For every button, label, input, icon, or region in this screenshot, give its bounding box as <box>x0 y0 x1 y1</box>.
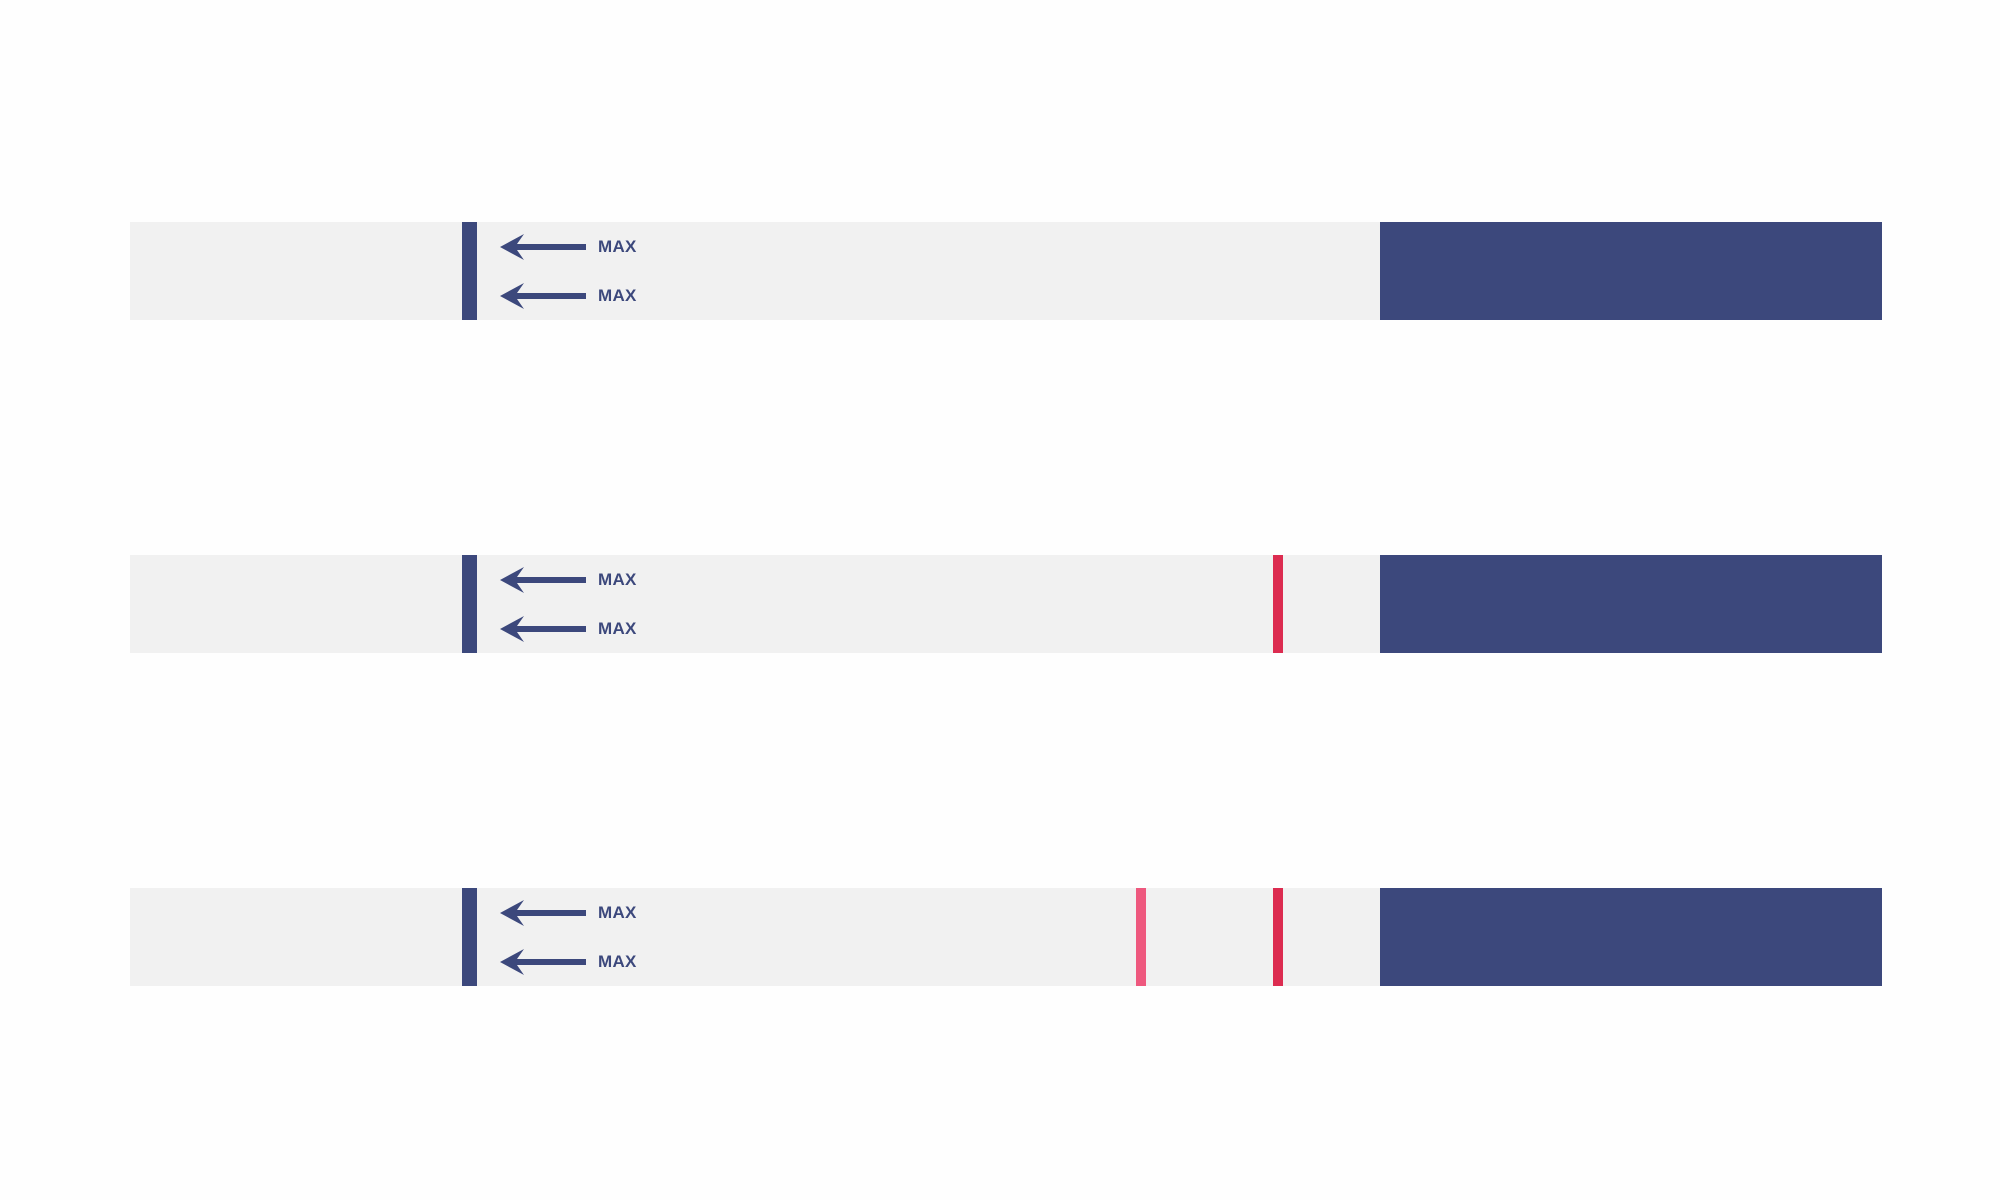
left-arrow-icon <box>500 616 586 642</box>
strip-handle <box>1380 222 1882 320</box>
strip-handle <box>1380 555 1882 653</box>
left-arrow-icon <box>500 900 586 926</box>
max-label: MAX <box>598 570 637 589</box>
max-label: MAX <box>598 952 637 971</box>
max-label: MAX <box>598 286 637 305</box>
max-line <box>462 222 477 320</box>
max-indicator: MAX <box>500 281 637 311</box>
strip-handle <box>1380 888 1882 986</box>
test-strip-1: MAX MAX <box>130 222 1882 320</box>
max-label: MAX <box>598 237 637 256</box>
max-indicator: MAX <box>500 947 637 977</box>
control-line <box>1273 888 1283 986</box>
max-label: MAX <box>598 903 637 922</box>
max-indicator: MAX <box>500 614 637 644</box>
left-arrow-icon <box>500 234 586 260</box>
test-line <box>1136 888 1146 986</box>
max-indicator: MAX <box>500 898 637 928</box>
max-indicator: MAX <box>500 232 637 262</box>
control-line <box>1273 555 1283 653</box>
max-label: MAX <box>598 619 637 638</box>
max-line <box>462 888 477 986</box>
test-strip-3: MAX MAX <box>130 888 1882 986</box>
test-strip-2: MAX MAX <box>130 555 1882 653</box>
left-arrow-icon <box>500 949 586 975</box>
left-arrow-icon <box>500 567 586 593</box>
max-indicator: MAX <box>500 565 637 595</box>
left-arrow-icon <box>500 283 586 309</box>
max-line <box>462 555 477 653</box>
